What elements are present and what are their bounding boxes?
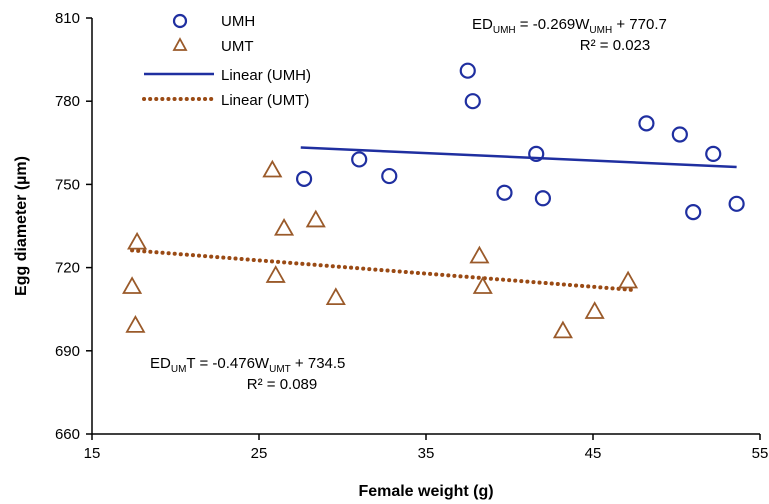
point-umh [351,151,368,168]
y-axis-title: Egg diameter (µm) [13,156,30,296]
point-umt [122,276,143,294]
y-axis-ticks: 660 690 720 750 780 810 [55,10,92,443]
point-umt [552,320,573,339]
y-tick-label: 720 [55,260,80,277]
legend-label-linear-umt: Linear (UMT) [221,92,309,109]
point-umt [472,276,493,294]
point-umh [381,167,398,185]
x-axis-title: Female weight (g) [358,483,493,500]
legend: UMH UMT Linear (UMH) Linear (UMT) [142,13,311,109]
point-umh [705,145,722,162]
trendline-umh [300,146,737,169]
point-umh [295,170,313,187]
y-tick-label: 660 [55,426,80,443]
point-umh [638,115,655,132]
point-umt [265,265,286,283]
point-umh [528,145,545,162]
x-tick-label: 45 [585,445,602,462]
x-tick-label: 15 [84,445,101,462]
y-tick-label: 750 [55,176,80,193]
trendlines [130,146,737,292]
y-tick-label: 780 [55,93,80,110]
r2-umt: R² = 0.089 [247,376,317,393]
equation-umh: EDUMH = -0.269WUMH + 770.7 [472,16,667,36]
data-points [122,62,745,339]
legend-marker-umt [172,37,188,51]
x-tick-label: 35 [418,445,435,462]
x-tick-label: 55 [752,445,769,462]
point-umt [125,315,146,333]
point-umt [262,159,283,178]
point-umh [534,190,552,207]
equation-umt: EDUMT = -0.476WUMT + 734.5 [150,355,345,375]
point-umt [274,217,295,236]
x-tick-label: 25 [251,445,268,462]
point-umh [685,204,702,221]
legend-label-umt: UMT [221,38,254,55]
point-umt [618,270,639,289]
legend-marker-umh [172,13,188,29]
point-umh [464,93,481,110]
point-umt [469,245,490,264]
point-umh [671,126,688,143]
point-umt [305,209,326,228]
y-tick-label: 690 [55,343,80,360]
trendline-umt [130,248,634,292]
legend-label-linear-umh: Linear (UMH) [221,67,311,84]
legend-label-umh: UMH [221,13,255,30]
point-umt [584,301,605,319]
point-umt [325,287,346,306]
point-umh [496,184,513,201]
point-umt [127,231,148,250]
x-axis-ticks: 15 25 35 45 55 [84,434,769,462]
point-umh [459,62,476,79]
y-tick-label: 810 [55,10,80,27]
point-umh [728,195,745,212]
r2-umh: R² = 0.023 [580,37,650,54]
